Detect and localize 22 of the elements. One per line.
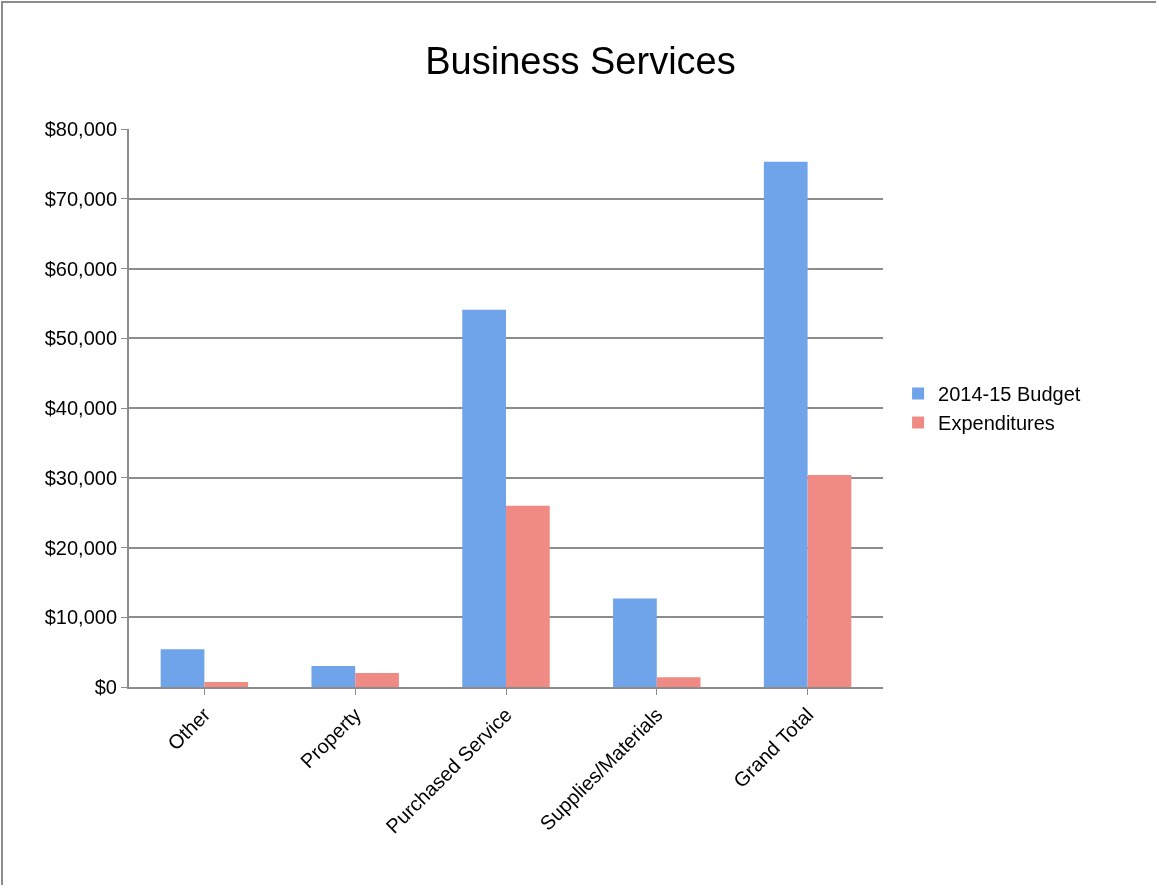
y-tick-label: $80,000	[44, 118, 117, 140]
chart-title: Business Services	[425, 39, 736, 82]
bar	[807, 474, 852, 687]
bar	[656, 677, 701, 687]
bar	[204, 682, 249, 687]
bar	[763, 161, 808, 687]
legend-label: 2014-15 Budget	[938, 383, 1081, 406]
bar	[506, 505, 550, 687]
y-tick-label: $10,000	[44, 606, 117, 629]
y-tick-label: $0	[94, 676, 117, 698]
y-tick-label: $20,000	[44, 536, 117, 559]
bar	[462, 309, 506, 687]
bar	[160, 649, 205, 687]
y-tick-label: $70,000	[44, 187, 117, 210]
y-tick-label: $60,000	[44, 257, 117, 280]
bar	[355, 673, 399, 687]
y-tick-label: $30,000	[44, 466, 117, 489]
bar	[613, 598, 657, 687]
y-tick-label: $50,000	[44, 327, 117, 350]
legend-label: Expenditures	[938, 412, 1055, 435]
bar	[311, 666, 356, 687]
y-tick-label: $40,000	[44, 397, 117, 419]
